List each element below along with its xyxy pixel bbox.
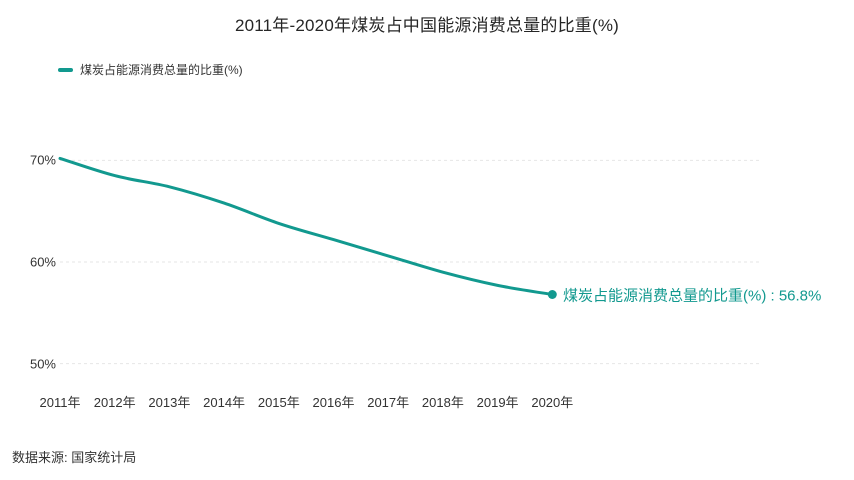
x-tick-label: 2019年: [476, 395, 519, 410]
chart-title: 2011年-2020年煤炭占中国能源消费总量的比重(%): [234, 16, 620, 35]
data-source-note: 数据来源: 国家统计局: [12, 450, 137, 465]
x-tick-label: 2011年: [39, 395, 81, 410]
series-end-point[interactable]: [547, 290, 557, 299]
y-tick-label: 60%: [29, 254, 56, 270]
y-tick-label: 50%: [29, 356, 56, 372]
x-tick-label: 2020年: [531, 395, 574, 410]
legend-label: 煤炭占能源消费总量的比重(%): [80, 63, 243, 77]
x-tick-label: 2015年: [257, 395, 300, 410]
series-line[interactable]: [58, 156, 554, 296]
x-tick-label: 2017年: [367, 395, 410, 410]
y-tick-label: 70%: [29, 152, 56, 168]
series-end-label: 煤炭占能源消费总量的比重(%) : 56.8%: [563, 287, 822, 305]
x-tick-label: 2018年: [421, 395, 464, 410]
x-tick-label: 2016年: [312, 395, 355, 410]
x-tick-label: 2013年: [148, 395, 191, 410]
x-tick-label: 2014年: [203, 395, 246, 410]
legend-item[interactable]: 煤炭占能源消费总量的比重(%): [58, 61, 243, 78]
x-tick-label: 2012年: [93, 395, 136, 410]
legend-line-marker-icon: [58, 67, 73, 72]
